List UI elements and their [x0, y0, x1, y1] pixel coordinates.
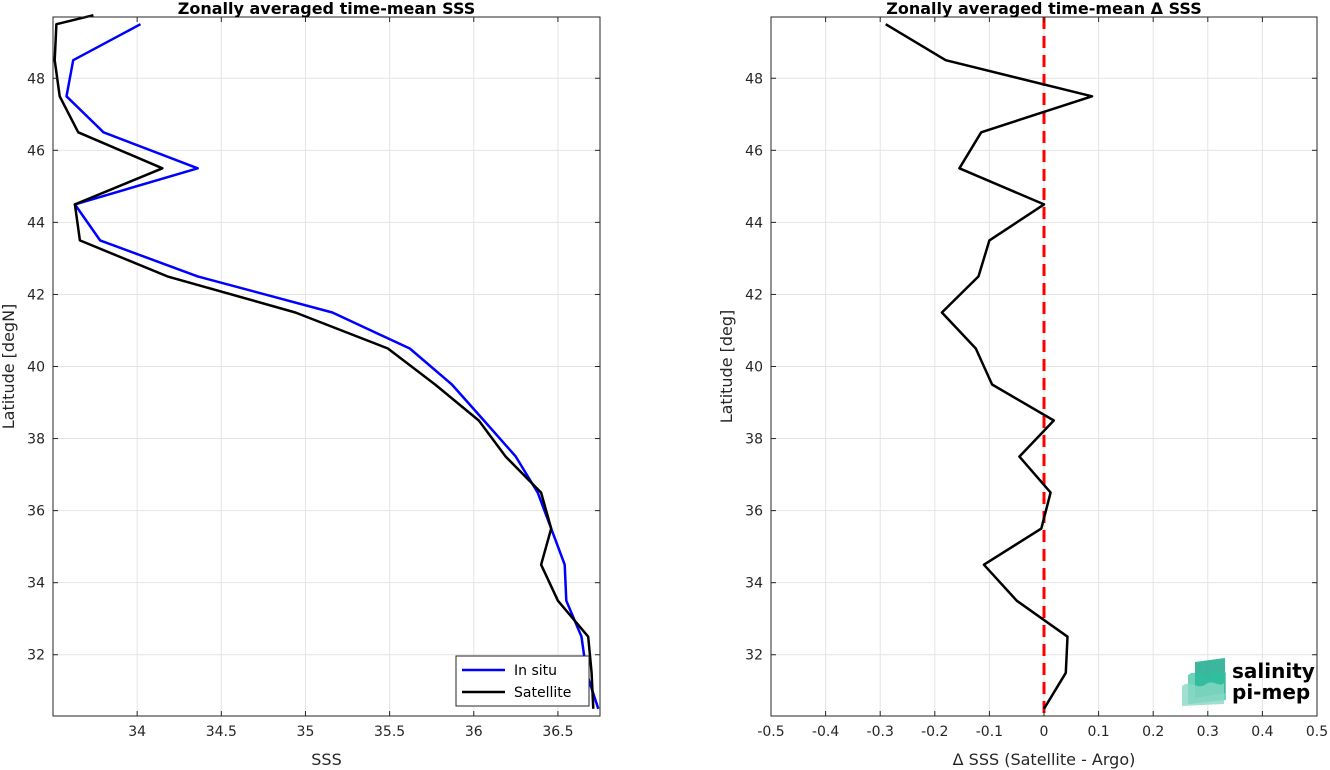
chart2-y-tick-label-5: 42: [745, 287, 763, 303]
chart2-x-tick-label-8: 0.3: [1197, 724, 1219, 740]
chart1-legend-label-1: Satellite: [514, 685, 571, 701]
chart2-series-delta-line: [885, 23, 1094, 710]
logo-line2: pi-mep: [1232, 680, 1310, 704]
chart1-series-satellite-line: [53, 13, 595, 709]
chart1-y-tick-label-3: 38: [27, 432, 45, 448]
chart1-x-tick-label-2: 35: [297, 724, 315, 740]
chart1-x-tick-label-0: 34: [128, 724, 146, 740]
chart2-y-tick-label-2: 36: [745, 504, 763, 520]
chart2-y-axis-label: Latitude [deg]: [717, 310, 736, 424]
chart1-x-tick-label-1: 34.5: [206, 724, 237, 740]
chart1-x-tick-label-4: 36: [465, 724, 483, 740]
chart2-y-tick-label-0: 32: [745, 648, 763, 664]
chart1-x-tick-label-3: 35.5: [374, 724, 405, 740]
chart2-x-tick-label-9: 0.4: [1251, 724, 1273, 740]
chart2-x-axis-label: Δ SSS (Satellite - Argo): [953, 750, 1136, 769]
chart1-x-axis-label: SSS: [311, 750, 341, 769]
chart1-legend-box: [455, 655, 590, 707]
chart1-legend: In situ Satellite: [455, 655, 590, 707]
chart2-x-tick-label-4: -0.1: [976, 724, 1003, 740]
chart2-y-tick-label-8: 48: [745, 71, 763, 87]
logo-mark-icon: [1182, 658, 1226, 706]
chart2-x-tick-label-1: -0.4: [812, 724, 839, 740]
chart1-y-tick-label-6: 44: [27, 215, 45, 231]
chart2-y-tick-label-4: 40: [745, 360, 763, 376]
chart2-x-tick-label-3: -0.2: [921, 724, 948, 740]
chart2-y-tick-label-6: 44: [745, 215, 763, 231]
chart1-x-tick-label-5: 36.5: [542, 724, 573, 740]
chart1-y-tick-label-4: 40: [27, 360, 45, 376]
chart2-x-tick-label-0: -0.5: [757, 724, 784, 740]
chart1-y-axis-label: Latitude [degN]: [0, 304, 18, 430]
chart2-x-tick-label-5: 0: [1040, 724, 1049, 740]
chart1-y-tick-label-1: 34: [27, 576, 45, 592]
chart1-y-tick-label-0: 32: [27, 648, 45, 664]
logo-line1: salinity: [1232, 659, 1315, 683]
chart1-series-in-situ-line: [65, 23, 600, 710]
chart1-y-tick-label-7: 46: [27, 143, 45, 159]
chart1-title: Zonally averaged time-mean SSS: [178, 0, 476, 18]
chart2-x-tick-label-7: 0.2: [1142, 724, 1164, 740]
right-chart-panel: -0.5 -0.4 -0.3 -0.2 -0.1 0 0.1 0.2 0.3 0.4 0.5 32 34…: [717, 0, 1328, 769]
chart1-y-tick-label-8: 48: [27, 71, 45, 87]
salinity-pimep-logo: salinity pi-mep: [1182, 658, 1315, 706]
chart2-x-tick-label-10: 0.5: [1306, 724, 1328, 740]
chart2-x-tick-label-2: -0.3: [867, 724, 894, 740]
left-chart-panel: 34 34.5 35 35.5 36 36.5 32 34 36 38 40 42 44 46 48 Zona…: [0, 0, 601, 769]
chart1-y-tick-label-5: 42: [27, 287, 45, 303]
chart2-y-tick-label-3: 38: [745, 432, 763, 448]
chart2-y-tick-label-7: 46: [745, 143, 763, 159]
chart1-legend-label-0: In situ: [514, 663, 557, 679]
chart2-x-tick-label-6: 0.1: [1087, 724, 1109, 740]
chart1-y-tick-label-2: 36: [27, 504, 45, 520]
chart2-title: Zonally averaged time-mean Δ SSS: [886, 0, 1202, 18]
chart2-y-tick-label-1: 34: [745, 576, 763, 592]
